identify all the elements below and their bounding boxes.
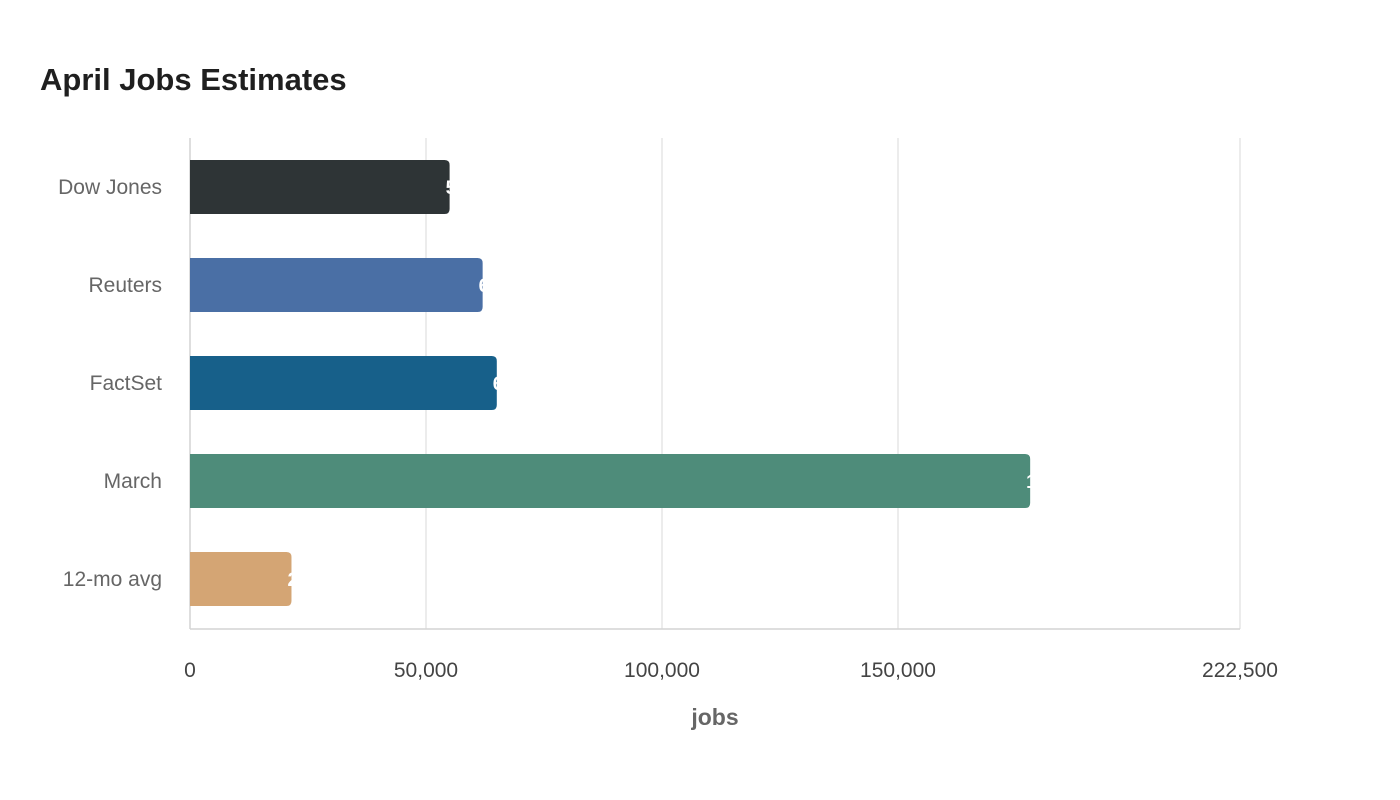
bar-value-label: 6 bbox=[479, 276, 490, 297]
x-tick-label: 100,000 bbox=[624, 659, 700, 682]
x-tick-label: 0 bbox=[184, 659, 196, 682]
bar bbox=[190, 454, 1031, 508]
chart-title: April Jobs Estimates bbox=[40, 62, 347, 97]
bar-value-label: 5 bbox=[446, 178, 457, 199]
bar bbox=[190, 160, 450, 214]
category-label: 12-mo avg bbox=[63, 568, 162, 591]
x-tick-labels: 0 50,000 100,000 150,000 222,500 bbox=[184, 659, 1278, 682]
bar-value-label: 6 bbox=[493, 374, 504, 395]
bar-value-label: 2 bbox=[287, 570, 298, 591]
bar bbox=[190, 258, 483, 312]
x-tick-label: 150,000 bbox=[860, 659, 936, 682]
x-tick-label: 50,000 bbox=[394, 659, 458, 682]
bar bbox=[190, 356, 497, 410]
x-axis-title: jobs bbox=[690, 704, 738, 730]
x-tick-label: 222,500 bbox=[1202, 659, 1278, 682]
category-label: FactSet bbox=[90, 372, 163, 395]
category-labels: Dow Jones Reuters FactSet March 12-mo avg bbox=[58, 176, 162, 591]
category-label: March bbox=[104, 470, 162, 493]
bar bbox=[190, 552, 292, 606]
bars: 5 6 6 1 2 bbox=[190, 160, 1037, 606]
category-label: Dow Jones bbox=[58, 176, 162, 199]
bar-value-label: 1 bbox=[1026, 472, 1037, 493]
category-label: Reuters bbox=[88, 274, 162, 297]
grid-lines bbox=[189, 138, 1241, 630]
